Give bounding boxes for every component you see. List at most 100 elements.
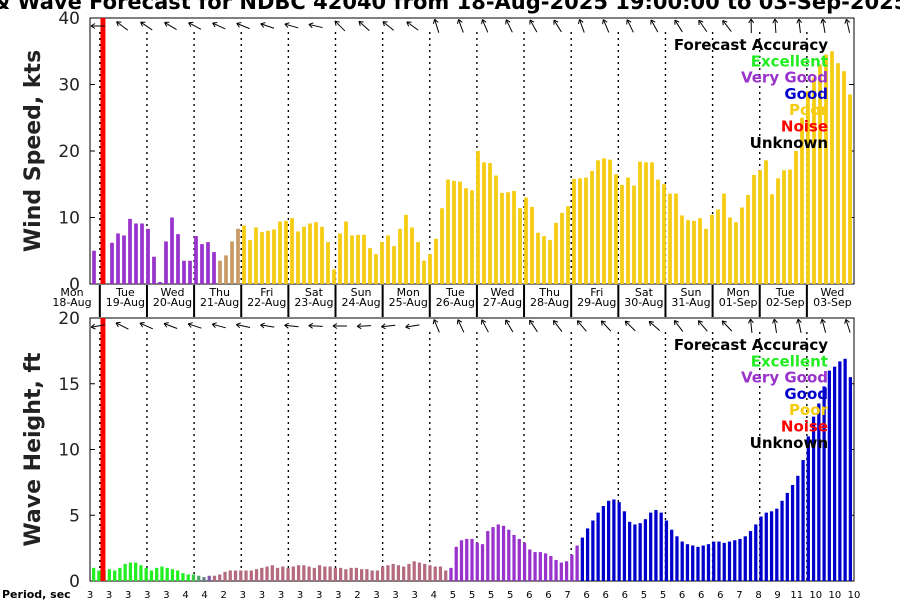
data-bar xyxy=(691,545,695,581)
data-bar xyxy=(170,217,174,284)
data-bar xyxy=(528,549,532,581)
data-bar xyxy=(152,256,156,284)
data-bar xyxy=(265,566,269,581)
data-bar xyxy=(290,218,294,284)
direction-arrow xyxy=(820,18,827,33)
arrow-shaft xyxy=(553,320,563,332)
day-name: Sat xyxy=(635,286,654,299)
data-bar xyxy=(748,531,753,581)
period-value: 6 xyxy=(583,590,589,600)
arrow-head xyxy=(405,323,411,330)
data-bar xyxy=(769,511,774,581)
data-bar xyxy=(333,567,337,581)
data-bar xyxy=(775,508,779,581)
period-value: 10 xyxy=(848,590,861,600)
data-bar xyxy=(617,502,621,581)
arrow-shaft xyxy=(600,320,612,332)
arrow-head xyxy=(211,322,217,328)
direction-arrow xyxy=(602,19,610,33)
direction-arrow xyxy=(432,18,440,33)
data-bar xyxy=(134,562,138,581)
now-marker xyxy=(100,18,106,284)
period-value: 3 xyxy=(335,590,341,600)
day-date: 01-Sep xyxy=(719,296,758,309)
arrow-head xyxy=(602,19,608,25)
data-bar xyxy=(830,51,834,284)
data-bar xyxy=(591,520,595,581)
y-tick-label: 20 xyxy=(58,309,80,329)
arrow-head xyxy=(406,21,412,27)
data-bar xyxy=(434,238,438,284)
arrow-shaft xyxy=(674,320,684,332)
direction-arrow xyxy=(358,20,370,32)
data-bar xyxy=(197,575,201,581)
data-bar xyxy=(344,221,348,284)
data-bar xyxy=(266,230,270,284)
legend-item: Good xyxy=(784,85,828,103)
data-bar xyxy=(165,567,169,581)
data-bar xyxy=(817,403,821,581)
data-bar xyxy=(522,542,527,581)
data-bar xyxy=(370,570,374,581)
arrow-head xyxy=(284,322,290,329)
day-name: Tue xyxy=(775,286,795,299)
data-bar xyxy=(662,184,666,284)
data-bar xyxy=(312,567,316,581)
data-bar xyxy=(602,158,606,284)
data-bar xyxy=(139,565,143,581)
arrow-shaft xyxy=(798,18,801,34)
now-marker xyxy=(100,318,106,581)
period-value: 3 xyxy=(278,590,284,600)
arrow-shaft xyxy=(529,19,538,33)
data-bar xyxy=(254,569,259,581)
data-bar xyxy=(212,575,217,581)
direction-arrow xyxy=(648,320,661,331)
arrow-head xyxy=(212,21,218,28)
arrow-shaft xyxy=(845,319,851,333)
data-bar xyxy=(92,250,96,284)
data-bar xyxy=(674,193,678,284)
arrow-head xyxy=(624,320,630,326)
direction-arrow xyxy=(260,22,275,29)
data-bar xyxy=(113,570,117,581)
data-bar xyxy=(759,516,763,581)
data-bar xyxy=(323,566,327,581)
data-bar xyxy=(206,242,210,284)
data-bar xyxy=(776,178,780,284)
data-bar xyxy=(548,240,552,284)
data-bar xyxy=(782,170,786,284)
period-value: 4 xyxy=(431,590,437,600)
data-bar xyxy=(590,170,594,284)
arrow-shaft xyxy=(139,322,153,330)
arrow-head xyxy=(844,18,851,24)
direction-arrow xyxy=(820,318,827,333)
data-bar xyxy=(638,523,642,581)
arrow-shaft xyxy=(212,22,226,30)
direction-arrow xyxy=(139,322,153,330)
arrow-shaft xyxy=(749,318,753,334)
period-value: 10 xyxy=(829,590,842,600)
arrow-shaft xyxy=(308,325,323,327)
period-value: 3 xyxy=(106,590,112,600)
direction-arrow xyxy=(772,18,779,34)
arrow-shaft xyxy=(163,323,178,329)
data-bar xyxy=(728,217,732,284)
period-value: 4 xyxy=(201,590,207,600)
period-value: 8 xyxy=(755,590,761,600)
arrow-head xyxy=(140,21,146,27)
data-bar xyxy=(107,569,112,581)
period-value: 6 xyxy=(717,590,723,600)
day-date: 26-Aug xyxy=(436,296,475,309)
data-bar xyxy=(566,206,570,284)
arrow-head xyxy=(356,323,362,330)
data-bar xyxy=(146,228,150,284)
day-name: Fri xyxy=(590,286,603,299)
arrow-shaft xyxy=(284,324,299,328)
data-bar xyxy=(585,528,590,581)
y-tick-label: 0 xyxy=(69,275,80,295)
arrow-head xyxy=(698,19,704,26)
period-value: 4 xyxy=(182,590,188,600)
period-value: 7 xyxy=(736,590,742,600)
data-bar xyxy=(381,566,385,581)
data-bar xyxy=(580,537,584,581)
